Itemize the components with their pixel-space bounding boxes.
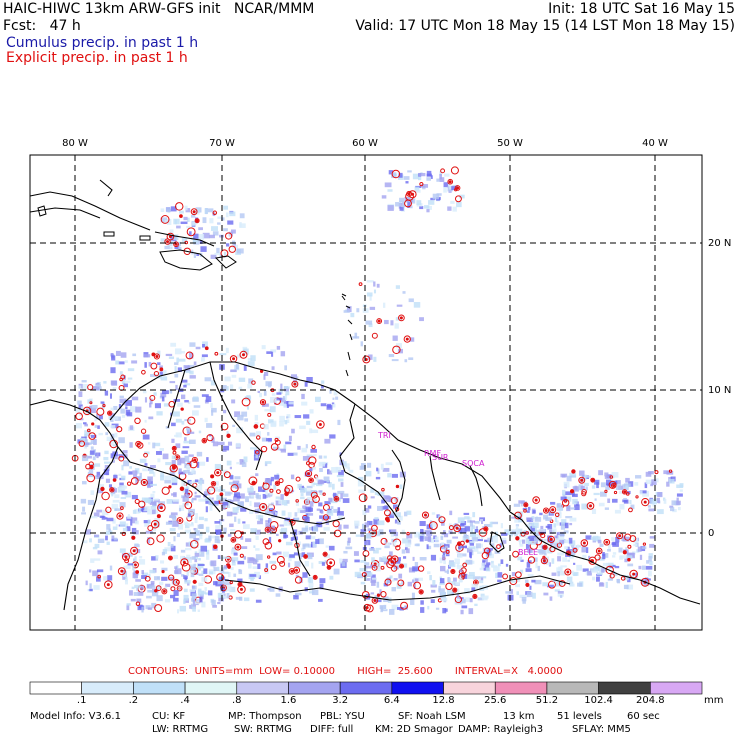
colorbar-unit: mm [704, 695, 724, 706]
colorbar-tick-label: 6.4 [383, 695, 400, 706]
colorbar-swatch [29, 681, 82, 695]
colorbar-swatch [391, 681, 444, 695]
model-info-mp: MP: Thompson [228, 711, 302, 722]
station-label: RMF [424, 449, 441, 458]
model-title: HAIC-HIWC 13km ARW-GFS init NCAR/MMM [3, 1, 315, 17]
model-info-lw: LW: RRTMG [152, 724, 209, 735]
model-info-diff: DIFF: full [310, 724, 354, 735]
colorbar-tick-label: .8 [231, 695, 242, 706]
lon-label: 50 W [497, 138, 523, 149]
forecast-hour: Fcst: 47 h [3, 18, 81, 34]
model-info-cu: CU: KF [152, 711, 186, 722]
colorbar-tick-label: .2 [128, 695, 139, 706]
lon-label: 80 W [62, 138, 88, 149]
colorbar-swatch [650, 681, 703, 695]
colorbar-tick-label: .1 [76, 695, 87, 706]
colorbar-swatch [133, 681, 186, 695]
lat-label: 0 [708, 528, 714, 539]
precip-field [71, 166, 684, 615]
legend-explicit: Explicit precip. in past 1 h [6, 50, 188, 66]
lat-label: 10 N [708, 385, 731, 396]
colorbar-tick-label: 51.2 [535, 695, 559, 706]
model-info-dt: 60 sec [627, 711, 660, 722]
map-frame [29, 154, 703, 631]
init-time: Init: 18 UTC Sat 16 May 15 [548, 1, 735, 17]
colorbar-tick-label: .4 [180, 695, 190, 706]
colorbar-tick-label: 1.6 [280, 695, 297, 706]
colorbar-tick-label: 12.8 [432, 695, 455, 706]
colorbar-tick-label: 102.4 [584, 695, 613, 706]
legend-cumulus: Cumulus precip. in past 1 h [6, 35, 199, 51]
model-info-sw: SW: RRTMG [234, 724, 292, 735]
colorbar-swatch [236, 681, 289, 695]
model-info-pbl: PBL: YSU [320, 711, 365, 722]
colorbar-swatch [339, 681, 393, 695]
colorbar-swatch [81, 681, 134, 695]
latitude-labels: 20 N 10 N 0 [708, 238, 731, 539]
station-label: SUR [432, 453, 449, 462]
model-info-sflay: SFLAY: MM5 [572, 724, 631, 735]
colorbar-tick-label: 25.6 [484, 695, 507, 706]
longitude-labels: 80 W 70 W 60 W 50 W 40 W [62, 138, 668, 149]
colorbar-swatch [546, 681, 599, 695]
colorbar-swatch [494, 681, 548, 695]
colorbar-swatch [288, 681, 341, 695]
colorbar-swatch [184, 681, 238, 695]
colorbar-swatch [598, 681, 651, 695]
model-info-sf: SF: Noah LSM [398, 711, 466, 722]
station-label: TRI [377, 431, 391, 440]
model-info-km: KM: 2D Smagor [375, 724, 453, 735]
colorbar-swatch [443, 681, 496, 695]
island-outlines [37, 205, 353, 377]
lat-label: 20 N [708, 238, 731, 249]
land-outline [29, 179, 701, 611]
lon-label: 40 W [642, 138, 668, 149]
lon-label: 70 W [209, 138, 235, 149]
colorbar-tick-label: 3.2 [332, 695, 349, 706]
station-label: SOCA [462, 459, 485, 468]
lat-lon-grid [30, 155, 702, 630]
lon-label: 60 W [352, 138, 378, 149]
model-info-levels: 51 levels [557, 711, 602, 722]
station-label: BELE [518, 548, 538, 557]
model-info-model: Model Info: V3.6.1 [30, 711, 121, 722]
colorbar [29, 681, 703, 695]
contour-info: CONTOURS: UNITS=mm LOW= 0.10000 HIGH= 25… [128, 666, 563, 677]
model-info-damp: DAMP: Rayleigh3 [458, 724, 544, 735]
valid-time: Valid: 17 UTC Mon 18 May 15 (14 LST Mon … [355, 18, 735, 34]
colorbar-tick-label: 204.8 [635, 695, 665, 706]
model-info-res: 13 km [503, 711, 535, 722]
